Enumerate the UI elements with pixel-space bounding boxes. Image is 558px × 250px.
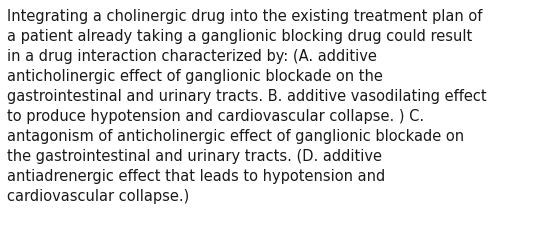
Text: Integrating a cholinergic drug into the existing treatment plan of
a patient alr: Integrating a cholinergic drug into the … bbox=[7, 9, 487, 203]
